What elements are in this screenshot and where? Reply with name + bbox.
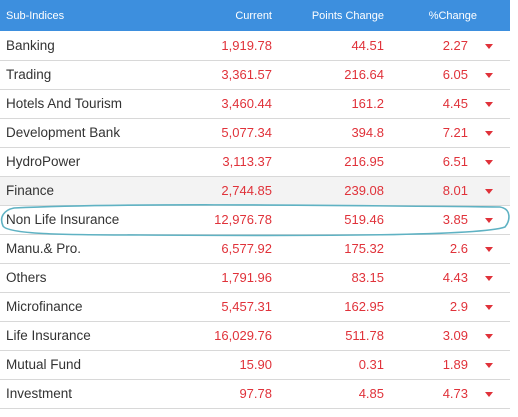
pct-change-value: 3.09	[388, 321, 468, 351]
table-row[interactable]: Trading 3,361.57 216.64 6.05	[0, 60, 511, 90]
sub-index-name: Mutual Fund	[0, 350, 182, 380]
header-points-change[interactable]: Points Change	[311, 9, 384, 22]
down-caret-icon[interactable]	[485, 276, 493, 282]
points-change-value: 511.78	[276, 321, 388, 351]
pct-change-value: 2.6	[388, 234, 468, 264]
sub-index-name: Finance	[0, 176, 182, 206]
points-change-value: 4.85	[276, 379, 388, 409]
trend-cell	[468, 31, 511, 61]
pct-change-value: 8.01	[388, 176, 468, 206]
pct-change-value: 4.73	[388, 379, 468, 409]
down-caret-icon[interactable]	[485, 189, 493, 195]
points-change-value: 519.46	[276, 205, 388, 235]
current-value: 15.90	[182, 350, 276, 380]
pct-change-value: 6.05	[388, 60, 468, 90]
trend-cell	[468, 147, 511, 177]
down-caret-icon[interactable]	[485, 392, 493, 398]
table-row[interactable]: Microfinance 5,457.31 162.95 2.9	[0, 292, 511, 322]
trend-cell	[468, 89, 511, 119]
current-value: 3,361.57	[182, 60, 276, 90]
current-value: 1,919.78	[182, 31, 276, 61]
current-value: 5,077.34	[182, 118, 276, 148]
sub-index-name: Microfinance	[0, 292, 182, 322]
down-caret-icon[interactable]	[485, 131, 493, 137]
sub-index-name: Life Insurance	[0, 321, 182, 351]
table-row[interactable]: Others 1,791.96 83.15 4.43	[0, 263, 511, 293]
points-change-value: 175.32	[276, 234, 388, 264]
trend-cell	[468, 205, 511, 235]
table-row[interactable]: HydroPower 3,113.37 216.95 6.51	[0, 147, 511, 177]
pct-change-value: 4.45	[388, 89, 468, 119]
current-value: 2,744.85	[182, 176, 276, 206]
down-caret-icon[interactable]	[485, 43, 493, 49]
current-value: 16,029.76	[182, 321, 276, 351]
points-change-value: 0.31	[276, 350, 388, 380]
current-value: 12,976.78	[182, 205, 276, 235]
sub-indices-table: Sub-Indices Current Points Change %Chang…	[0, 0, 511, 409]
pct-change-value: 2.9	[388, 292, 468, 322]
down-caret-icon[interactable]	[485, 334, 493, 340]
header-sub-indices[interactable]: Sub-Indices	[6, 9, 65, 22]
table-row[interactable]: Life Insurance 16,029.76 511.78 3.09	[0, 321, 511, 351]
sub-index-name: Non Life Insurance	[0, 205, 182, 235]
header-current[interactable]: Current	[235, 9, 272, 22]
table-header-row: Sub-Indices Current Points Change %Chang…	[0, 0, 511, 31]
pct-change-value: 7.21	[388, 118, 468, 148]
current-value: 5,457.31	[182, 292, 276, 322]
trend-cell	[468, 118, 511, 148]
table-row[interactable]: Non Life Insurance 12,976.78 519.46 3.85	[0, 205, 511, 235]
sub-index-name: Hotels And Tourism	[0, 89, 182, 119]
down-caret-icon[interactable]	[485, 305, 493, 311]
points-change-value: 162.95	[276, 292, 388, 322]
trend-cell	[468, 263, 511, 293]
table-row[interactable]: Finance 2,744.85 239.08 8.01	[0, 176, 511, 206]
sub-index-name: HydroPower	[0, 147, 182, 177]
trend-cell	[468, 176, 511, 206]
points-change-value: 216.64	[276, 60, 388, 90]
trend-cell	[468, 350, 511, 380]
pct-change-value: 1.89	[388, 350, 468, 380]
pct-change-value: 2.27	[388, 31, 468, 61]
sub-index-name: Manu.& Pro.	[0, 234, 182, 264]
table-row[interactable]: Banking 1,919.78 44.51 2.27	[0, 31, 511, 61]
current-value: 97.78	[182, 379, 276, 409]
sub-index-name: Investment	[0, 379, 182, 409]
points-change-value: 44.51	[276, 31, 388, 61]
sub-index-name: Development Bank	[0, 118, 182, 148]
points-change-value: 83.15	[276, 263, 388, 293]
sub-index-name: Others	[0, 263, 182, 293]
table-row[interactable]: Hotels And Tourism 3,460.44 161.2 4.45	[0, 89, 511, 119]
down-caret-icon[interactable]	[485, 102, 493, 108]
down-caret-icon[interactable]	[485, 363, 493, 369]
points-change-value: 161.2	[276, 89, 388, 119]
pct-change-value: 4.43	[388, 263, 468, 293]
table-row[interactable]: Development Bank 5,077.34 394.8 7.21	[0, 118, 511, 148]
table-body: Banking 1,919.78 44.51 2.27 Trading 3,361.57 2…	[0, 31, 511, 409]
down-caret-icon[interactable]	[485, 247, 493, 253]
points-change-value: 394.8	[276, 118, 388, 148]
table-row[interactable]: Mutual Fund 15.90 0.31 1.89	[0, 350, 511, 380]
pct-change-value: 6.51	[388, 147, 468, 177]
points-change-value: 239.08	[276, 176, 388, 206]
trend-cell	[468, 292, 511, 322]
pct-change-value: 3.85	[388, 205, 468, 235]
table-row[interactable]: Manu.& Pro. 6,577.92 175.32 2.6	[0, 234, 511, 264]
down-caret-icon[interactable]	[485, 160, 493, 166]
current-value: 6,577.92	[182, 234, 276, 264]
table-row[interactable]: Investment 97.78 4.85 4.73	[0, 379, 511, 409]
sub-index-name: Banking	[0, 31, 182, 61]
sub-index-name: Trading	[0, 60, 182, 90]
down-caret-icon[interactable]	[485, 218, 493, 224]
current-value: 3,113.37	[182, 147, 276, 177]
current-value: 1,791.96	[182, 263, 276, 293]
points-change-value: 216.95	[276, 147, 388, 177]
trend-cell	[468, 234, 511, 264]
down-caret-icon[interactable]	[485, 73, 493, 79]
current-value: 3,460.44	[182, 89, 276, 119]
header-pct-change[interactable]: %Change	[428, 9, 478, 22]
trend-cell	[468, 379, 511, 409]
trend-cell	[468, 321, 511, 351]
trend-cell	[468, 60, 511, 90]
